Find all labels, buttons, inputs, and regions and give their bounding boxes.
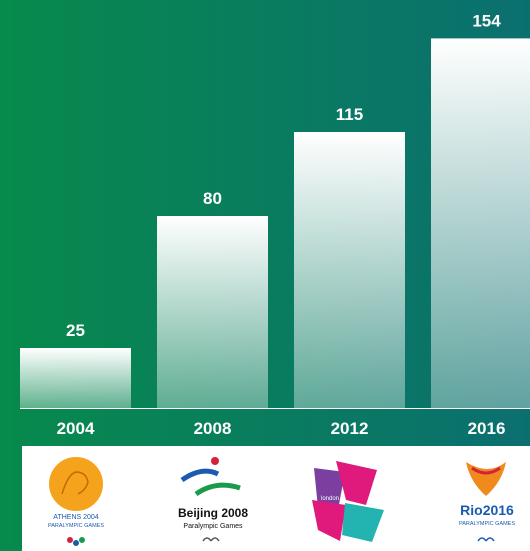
x-tick-label: 2012 [331,419,369,438]
logo-text: PARALYMPIC GAMES [48,523,104,529]
bar [431,38,530,409]
london-logo [312,461,384,542]
value-label: 115 [336,105,363,124]
logo-text: Paralympic Games [183,523,243,530]
x-tick-label: 2016 [468,419,506,438]
bar [294,132,405,408]
x-tick-label: 2004 [57,419,95,438]
value-label: 80 [203,189,222,208]
athens-logo [49,457,103,546]
bars: 25 80 115 154 [20,11,530,409]
value-label: 25 [66,321,85,340]
logo-text: london [321,496,339,502]
logo-text: ATHENS 2004 [53,514,98,521]
bar [20,348,131,408]
rio-logo [466,462,506,542]
beijing-logo [180,457,241,542]
bar [157,216,268,408]
logo-text: PARALYMPIC GAMES [459,521,515,527]
logo-text: Beijing 2008 [178,506,248,520]
x-tick-label: 2008 [194,419,232,438]
value-label: 154 [472,11,501,30]
logo-strip [22,446,530,551]
logo-text: Rio2016 [460,502,514,518]
